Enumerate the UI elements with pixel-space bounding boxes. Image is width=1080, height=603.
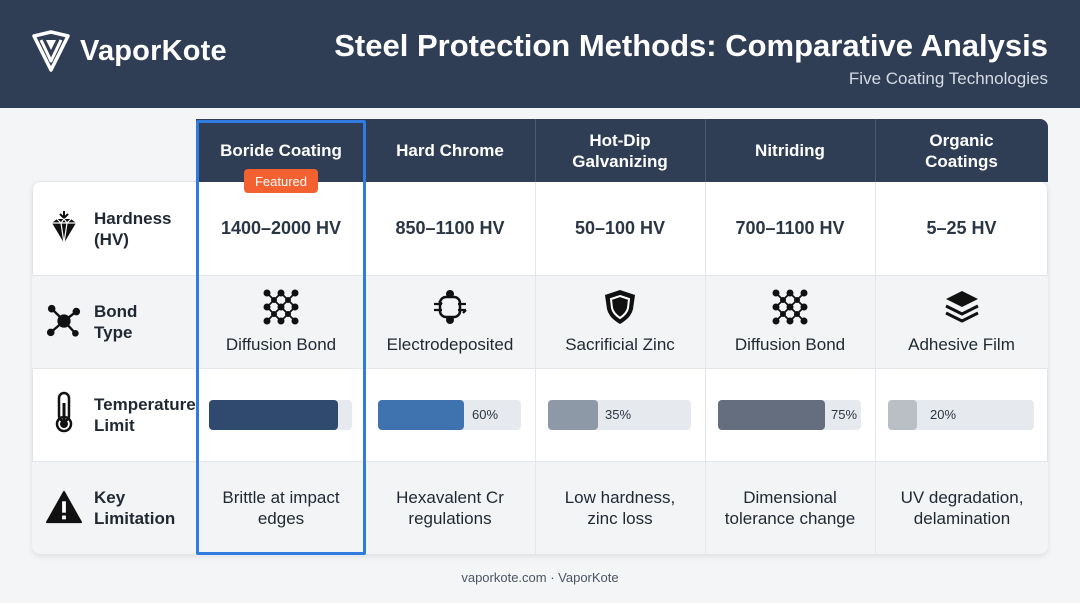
temperature-percent: 75% <box>831 407 858 422</box>
header-divider <box>705 119 706 182</box>
row-label-text: Hardness (HV) <box>94 209 172 249</box>
bond-text: Adhesive Film <box>908 334 1015 354</box>
column-divider <box>535 182 536 555</box>
bond-text: Diffusion Bond <box>734 334 846 354</box>
temperature-bar-fill <box>209 400 338 430</box>
page-footer: vaporkote.com · VaporKote <box>461 570 619 585</box>
lattice-icon <box>772 289 808 324</box>
header-divider <box>875 119 876 182</box>
limitation-value: UV degradation, delamination <box>900 487 1024 528</box>
diamond-icon <box>46 210 82 246</box>
hardness-value: 1400–2000 HV <box>220 218 342 238</box>
electrode-icon <box>434 289 467 324</box>
temperature-bar: 60% <box>378 400 521 430</box>
page-subtitle: Five Coating Technologies <box>848 69 1048 88</box>
row-label-limitation: Key Limitation <box>32 461 196 554</box>
column-header-boride[interactable]: Boride Coating <box>196 119 366 182</box>
limitation-value: Low hardness, zinc loss <box>564 487 676 528</box>
limitation-value: Dimensional tolerance change <box>724 487 856 528</box>
row-label-text: Bond Type <box>94 302 138 342</box>
temperature-bar-fill <box>378 400 464 430</box>
column-divider <box>875 182 876 555</box>
row-label-hardness: Hardness (HV) <box>32 182 196 275</box>
bond-text: Diffusion Bond <box>225 334 337 354</box>
thermometer-icon <box>46 391 82 433</box>
column-divider <box>705 182 706 555</box>
brand-name: VaporKote <box>80 34 227 67</box>
table-row <box>32 461 1048 554</box>
bond-cell: Adhesive Film <box>875 275 1048 368</box>
temperature-percent: 35% <box>605 407 632 422</box>
lattice-icon <box>263 289 299 324</box>
column-header-organic[interactable]: Organic Coatings <box>925 130 998 171</box>
temperature-bar-fill <box>888 400 917 430</box>
row-label-text: Key Limitation <box>94 488 176 528</box>
row-label-temperature: Temperature Limit <box>32 368 196 461</box>
temperature-bar-fill <box>718 400 825 430</box>
hardness-value: 50–100 HV <box>574 218 666 238</box>
temperature-percent: 20% <box>930 407 957 422</box>
temperature-percent: 60% <box>472 407 499 422</box>
hardness-value: 700–1100 HV <box>735 218 845 238</box>
column-header-hard-chrome[interactable]: Hard Chrome <box>396 141 504 160</box>
bond-cell: Electrodeposited <box>365 275 535 368</box>
row-label-text: Temperature Limit <box>94 395 196 435</box>
hardness-value: 850–1100 HV <box>395 218 505 238</box>
bond-text: Sacrificial Zinc <box>565 334 675 354</box>
temperature-bar: 75% <box>718 400 861 430</box>
temperature-bar <box>209 400 352 430</box>
featured-badge: Featured <box>244 169 318 193</box>
column-header-galvanizing[interactable]: Hot-Dip Galvanizing <box>572 130 668 171</box>
row-label-bond: Bond Type <box>32 275 196 368</box>
limitation-value: Brittle at impact edges <box>222 487 340 528</box>
warning-icon <box>46 489 82 525</box>
bond-cell: Diffusion Bond <box>705 275 875 368</box>
bond-text: Electrodeposited <box>386 334 514 354</box>
table-row <box>32 275 1048 368</box>
molecule-icon <box>46 303 82 339</box>
header-divider <box>535 119 536 182</box>
shield-icon <box>605 289 635 324</box>
column-header-nitriding[interactable]: Nitriding <box>755 141 825 160</box>
page-header: VaporKote Steel Protection Methods: Comp… <box>0 0 1080 108</box>
temperature-bar-fill <box>548 400 598 430</box>
table-row <box>32 368 1048 461</box>
brand-logo[interactable]: VaporKote <box>32 30 227 72</box>
bond-cell: Diffusion Bond <box>196 275 366 368</box>
v-shield-logo-icon <box>32 30 70 72</box>
page-title: Steel Protection Methods: Comparative An… <box>334 28 1048 63</box>
temperature-bar: 20% <box>888 400 1034 430</box>
temperature-bar: 35% <box>548 400 691 430</box>
hardness-value: 5–25 HV <box>926 218 997 238</box>
limitation-value: Hexavalent Cr regulations <box>396 487 504 528</box>
layers-icon <box>944 290 979 322</box>
bond-cell: Sacrificial Zinc <box>535 275 705 368</box>
